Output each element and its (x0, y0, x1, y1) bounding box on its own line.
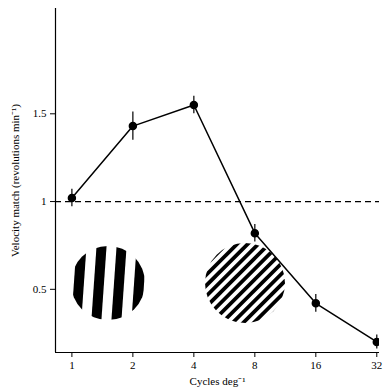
svg-text:4: 4 (191, 359, 197, 371)
svg-text:1: 1 (41, 195, 47, 207)
svg-text:0.5: 0.5 (33, 283, 47, 295)
svg-text:Cycles deg⁻¹: Cycles deg⁻¹ (190, 375, 246, 387)
svg-text:32: 32 (371, 359, 382, 371)
svg-text:Velocity match (revolutions mi: Velocity match (revolutions min⁻¹) (9, 104, 22, 257)
svg-text:1.5: 1.5 (33, 107, 47, 119)
svg-text:2: 2 (130, 359, 136, 371)
svg-text:1: 1 (69, 359, 75, 371)
svg-text:16: 16 (310, 359, 322, 371)
svg-text:8: 8 (252, 359, 258, 371)
